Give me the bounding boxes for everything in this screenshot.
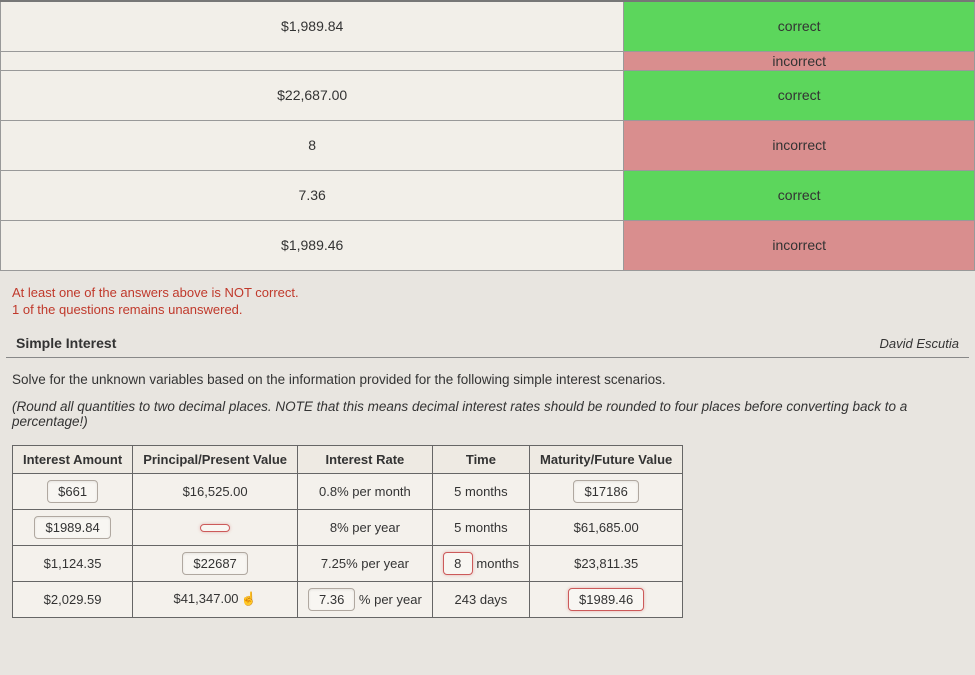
grading-table: $1,989.84correctincorrect$22,687.00corre…	[0, 0, 975, 271]
maturity-value: $61,685.00	[574, 520, 639, 535]
grading-row: 7.36correct	[1, 170, 975, 220]
interest-cell: $1,124.35	[13, 545, 133, 581]
rate-cell: 7.25% per year	[298, 545, 433, 581]
table-header-cell: Interest Amount	[13, 445, 133, 473]
maturity-cell: $1989.46	[530, 581, 683, 617]
principal-input[interactable]: $22687	[182, 552, 247, 575]
time-value: 5 months	[454, 520, 507, 535]
table-header-cell: Time	[432, 445, 529, 473]
principal-value: $16,525.00	[183, 484, 248, 499]
rate-value: 8% per year	[330, 520, 400, 535]
maturity-cell: $61,685.00	[530, 509, 683, 545]
grading-answer-cell: 8	[1, 120, 624, 170]
grading-status-cell: correct	[624, 170, 975, 220]
maturity-input[interactable]: $17186	[573, 480, 638, 503]
principal-cell: $16,525.00	[133, 473, 298, 509]
grading-row: 8incorrect	[1, 120, 975, 170]
time-cell: 5 months	[432, 509, 529, 545]
question-author: David Escutia	[880, 336, 959, 351]
table-header-cell: Maturity/Future Value	[530, 445, 683, 473]
question-header: Simple Interest David Escutia	[6, 329, 969, 358]
maturity-input[interactable]: $1989.46	[568, 588, 644, 611]
warning-not-correct: At least one of the answers above is NOT…	[0, 271, 975, 302]
principal-cell: $41,347.00☝	[133, 581, 298, 617]
warning-unanswered: 1 of the questions remains unanswered.	[0, 302, 975, 329]
grading-answer-cell	[1, 51, 624, 70]
rounding-note: (Round all quantities to two decimal pla…	[0, 391, 975, 439]
time-cell: 8 months	[432, 545, 529, 581]
principal-cell: $22687	[133, 545, 298, 581]
principal-cell	[133, 509, 298, 545]
rate-cell: 8% per year	[298, 509, 433, 545]
maturity-value: $23,811.35	[574, 556, 638, 571]
grading-status-cell: correct	[624, 1, 975, 51]
grading-status-cell: incorrect	[624, 51, 975, 70]
grading-row: incorrect	[1, 51, 975, 70]
time-value: 243 days	[455, 592, 508, 607]
principal-input[interactable]	[200, 524, 230, 532]
question-prompt: Solve for the unknown variables based on…	[0, 358, 975, 391]
scenarios-table: Interest AmountPrincipal/Present ValueIn…	[12, 445, 683, 618]
time-value: 5 months	[454, 484, 507, 499]
maturity-cell: $17186	[530, 473, 683, 509]
question-title: Simple Interest	[16, 335, 116, 351]
table-row: $1,124.35 $22687 7.25% per year 8 months $23…	[13, 545, 683, 581]
interest-input[interactable]: $661	[47, 480, 98, 503]
rate-value: 7.25% per year	[321, 556, 409, 571]
time-cell: 5 months	[432, 473, 529, 509]
time-suffix: months	[473, 556, 519, 571]
grading-answer-cell: $22,687.00	[1, 70, 624, 120]
interest-cell: $661	[13, 473, 133, 509]
table-row: $1989.84 8% per year 5 months $61,685.00	[13, 509, 683, 545]
table-header-cell: Interest Rate	[298, 445, 433, 473]
table-row: $2,029.59$41,347.00☝7.36 % per year243 d…	[13, 581, 683, 617]
grading-status-cell: incorrect	[624, 220, 975, 270]
rate-cell: 0.8% per month	[298, 473, 433, 509]
grading-status-cell: correct	[624, 70, 975, 120]
grading-answer-cell: 7.36	[1, 170, 624, 220]
time-cell: 243 days	[432, 581, 529, 617]
interest-input[interactable]: $1989.84	[34, 516, 110, 539]
table-row: $661 $16,525.00 0.8% per month 5 months $171…	[13, 473, 683, 509]
interest-cell: $1989.84	[13, 509, 133, 545]
time-input[interactable]: 8	[443, 552, 473, 575]
grading-row: $1,989.46incorrect	[1, 220, 975, 270]
rate-suffix: % per year	[355, 592, 421, 607]
table-header-cell: Principal/Present Value	[133, 445, 298, 473]
rate-cell: 7.36 % per year	[298, 581, 433, 617]
interest-value: $1,124.35	[44, 556, 102, 571]
grading-row: $1,989.84correct	[1, 1, 975, 51]
interest-cell: $2,029.59	[13, 581, 133, 617]
rate-input[interactable]: 7.36	[308, 588, 355, 611]
cursor-icon: ☝	[241, 591, 257, 607]
interest-value: $2,029.59	[44, 592, 102, 607]
maturity-cell: $23,811.35	[530, 545, 683, 581]
grading-answer-cell: $1,989.46	[1, 220, 624, 270]
principal-value: $41,347.00	[173, 591, 238, 606]
rate-value: 0.8% per month	[319, 484, 411, 499]
grading-row: $22,687.00correct	[1, 70, 975, 120]
grading-status-cell: incorrect	[624, 120, 975, 170]
grading-answer-cell: $1,989.84	[1, 1, 624, 51]
